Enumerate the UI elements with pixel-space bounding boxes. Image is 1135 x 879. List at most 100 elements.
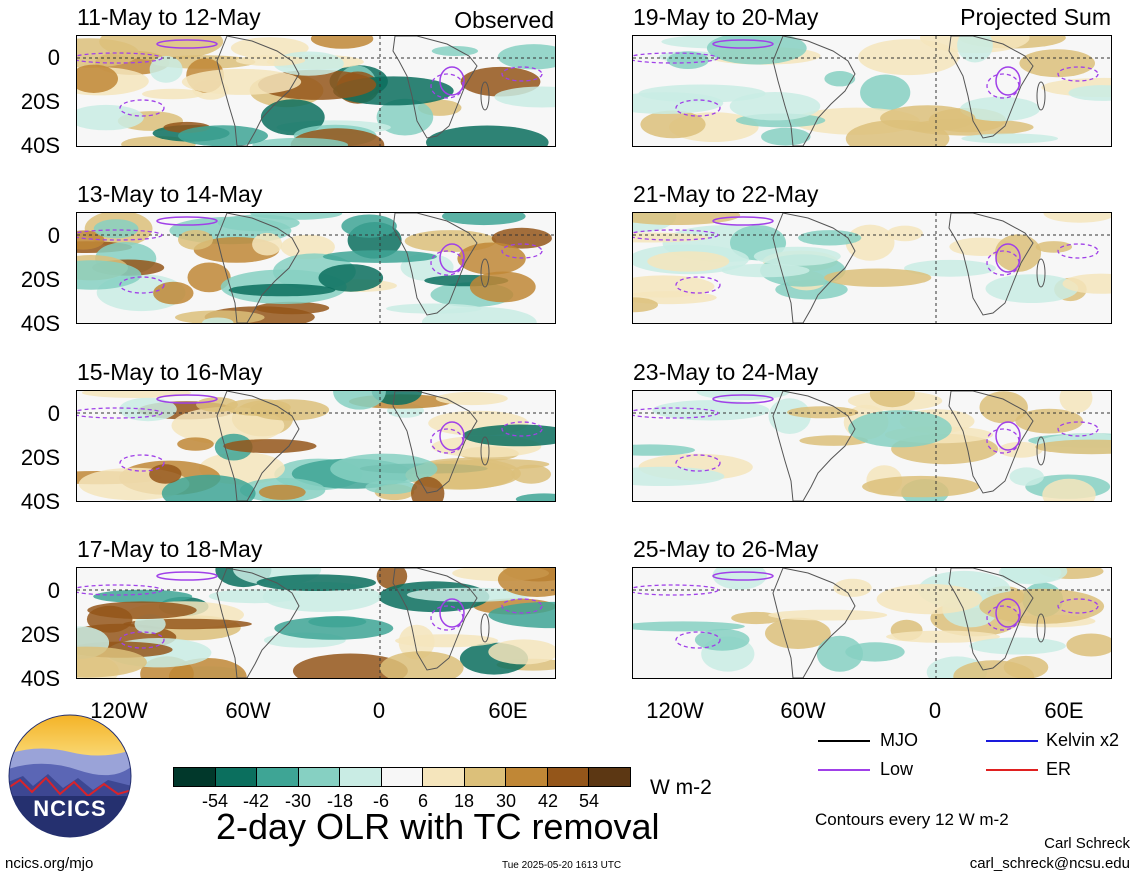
south-america-outline xyxy=(216,36,300,146)
olr-map xyxy=(632,212,1112,324)
author: Carl Schreck xyxy=(1044,835,1130,852)
madagascar-outline xyxy=(1036,81,1046,111)
panel-title: 19-May to 20-May xyxy=(633,4,819,30)
low-contour xyxy=(633,584,719,596)
olr-anomaly-region xyxy=(250,399,330,421)
olr-anomaly-region xyxy=(161,474,256,501)
y-tick-label: 0 xyxy=(47,401,60,426)
legend-swatch xyxy=(818,769,870,771)
olr-anomaly-region xyxy=(431,46,479,56)
olr-anomaly-region xyxy=(77,64,118,93)
olr-anomaly-region xyxy=(202,317,234,323)
olr-field xyxy=(77,36,555,146)
legend-swatch xyxy=(818,740,870,742)
main-title: 2-day OLR with TC removal xyxy=(216,806,660,847)
low-contour xyxy=(119,99,165,117)
panel-title: 17-May to 18-May xyxy=(77,536,263,562)
olr-anomaly-region xyxy=(252,137,349,146)
colorbar-label: 30 xyxy=(495,791,517,811)
olr-anomaly-region xyxy=(1059,391,1093,414)
olr-anomaly-region xyxy=(149,464,182,484)
olr-anomaly-region xyxy=(93,589,193,603)
south-america-outline xyxy=(772,213,856,323)
legend-swatch xyxy=(986,740,1038,742)
madagascar-outline xyxy=(1036,436,1046,466)
colorbar-label: 6 xyxy=(417,791,428,811)
olr-anomaly-region xyxy=(142,88,204,100)
y-tick-label: 0 xyxy=(47,45,60,70)
olr-anomaly-region xyxy=(753,246,841,266)
y-tick-label: 20S xyxy=(20,622,60,647)
olr-anomaly-region xyxy=(376,568,408,590)
olr-anomaly-region xyxy=(768,609,888,621)
olr-anomaly-region xyxy=(961,133,1058,144)
olr-anomaly-region xyxy=(228,283,336,297)
olr-anomaly-region xyxy=(310,36,374,49)
panel-title: 15-May to 16-May xyxy=(77,359,263,385)
olr-anomaly-region xyxy=(488,639,555,665)
legend-label: MJO xyxy=(880,730,918,750)
olr-anomaly-region xyxy=(799,435,868,446)
olr-anomaly-region xyxy=(816,635,863,672)
olr-anomaly-region xyxy=(768,398,811,434)
olr-field xyxy=(77,391,555,501)
low-contour xyxy=(156,216,218,226)
colorbar-label: 18 xyxy=(453,791,475,811)
olr-anomaly-region xyxy=(491,227,552,249)
observed-label: Observed xyxy=(454,7,554,33)
low-contour xyxy=(675,454,721,472)
olr-anomaly-region xyxy=(260,99,325,136)
colorbar-swatch xyxy=(463,767,506,787)
olr-anomaly-region xyxy=(998,441,1043,458)
panel-title: 25-May to 26-May xyxy=(633,536,819,562)
low-contour xyxy=(156,39,218,49)
legend-label: ER xyxy=(1046,759,1072,779)
olr-field xyxy=(77,213,555,323)
olr-anomaly-region xyxy=(175,310,265,323)
olr-anomaly-region xyxy=(640,110,706,139)
olr-anomaly-region xyxy=(256,574,376,591)
colorbar-swatch xyxy=(380,767,423,787)
madagascar-outline xyxy=(480,613,490,643)
olr-anomaly-region xyxy=(633,92,724,114)
legend-label: Kelvin x2 xyxy=(1046,730,1120,750)
olr-anomaly-region xyxy=(969,637,1066,655)
x-tick-label: 60E xyxy=(488,698,528,723)
olr-anomaly-region xyxy=(845,224,895,261)
olr-anomaly-region xyxy=(876,584,983,615)
low-contour xyxy=(439,598,465,628)
x-tick-label: 120W xyxy=(90,698,148,723)
olr-anomaly-region xyxy=(318,264,384,292)
low-contour xyxy=(1057,66,1099,82)
olr-anomaly-region xyxy=(798,230,862,246)
x-tick-label: 60W xyxy=(225,698,271,723)
olr-anomaly-region xyxy=(217,214,300,232)
colorbar-swatch xyxy=(256,767,299,787)
olr-anomaly-region xyxy=(998,568,1062,585)
colorbar-label: -42 xyxy=(242,791,269,811)
olr-anomaly-region xyxy=(858,39,960,76)
colorbar-swatch xyxy=(173,767,216,787)
y-tick-label: 0 xyxy=(47,578,60,603)
olr-anomaly-region xyxy=(1035,439,1111,455)
low-contour xyxy=(995,421,1021,451)
africa-outline xyxy=(392,568,478,671)
olr-anomaly-region xyxy=(258,484,306,500)
olr-anomaly-region xyxy=(824,71,856,87)
olr-anomaly-region xyxy=(845,120,950,146)
madagascar-outline xyxy=(1036,613,1046,643)
colorbar-label: 54 xyxy=(578,791,600,811)
olr-anomaly-region xyxy=(1042,478,1096,501)
x-tick-label: 0 xyxy=(928,698,942,723)
logo-text: NCICS xyxy=(33,796,107,821)
ncics-logo: NCICS xyxy=(8,714,132,838)
olr-anomaly-region xyxy=(833,578,872,597)
x-tick-label: 60E xyxy=(1044,698,1084,723)
south-america-outline xyxy=(216,568,300,678)
olr-map xyxy=(632,35,1112,147)
low-contour xyxy=(439,421,465,451)
y-tick-label: 20S xyxy=(20,445,60,470)
olr-anomaly-region xyxy=(633,297,658,313)
olr-anomaly-region xyxy=(633,275,715,298)
olr-anomaly-region xyxy=(1066,633,1111,657)
